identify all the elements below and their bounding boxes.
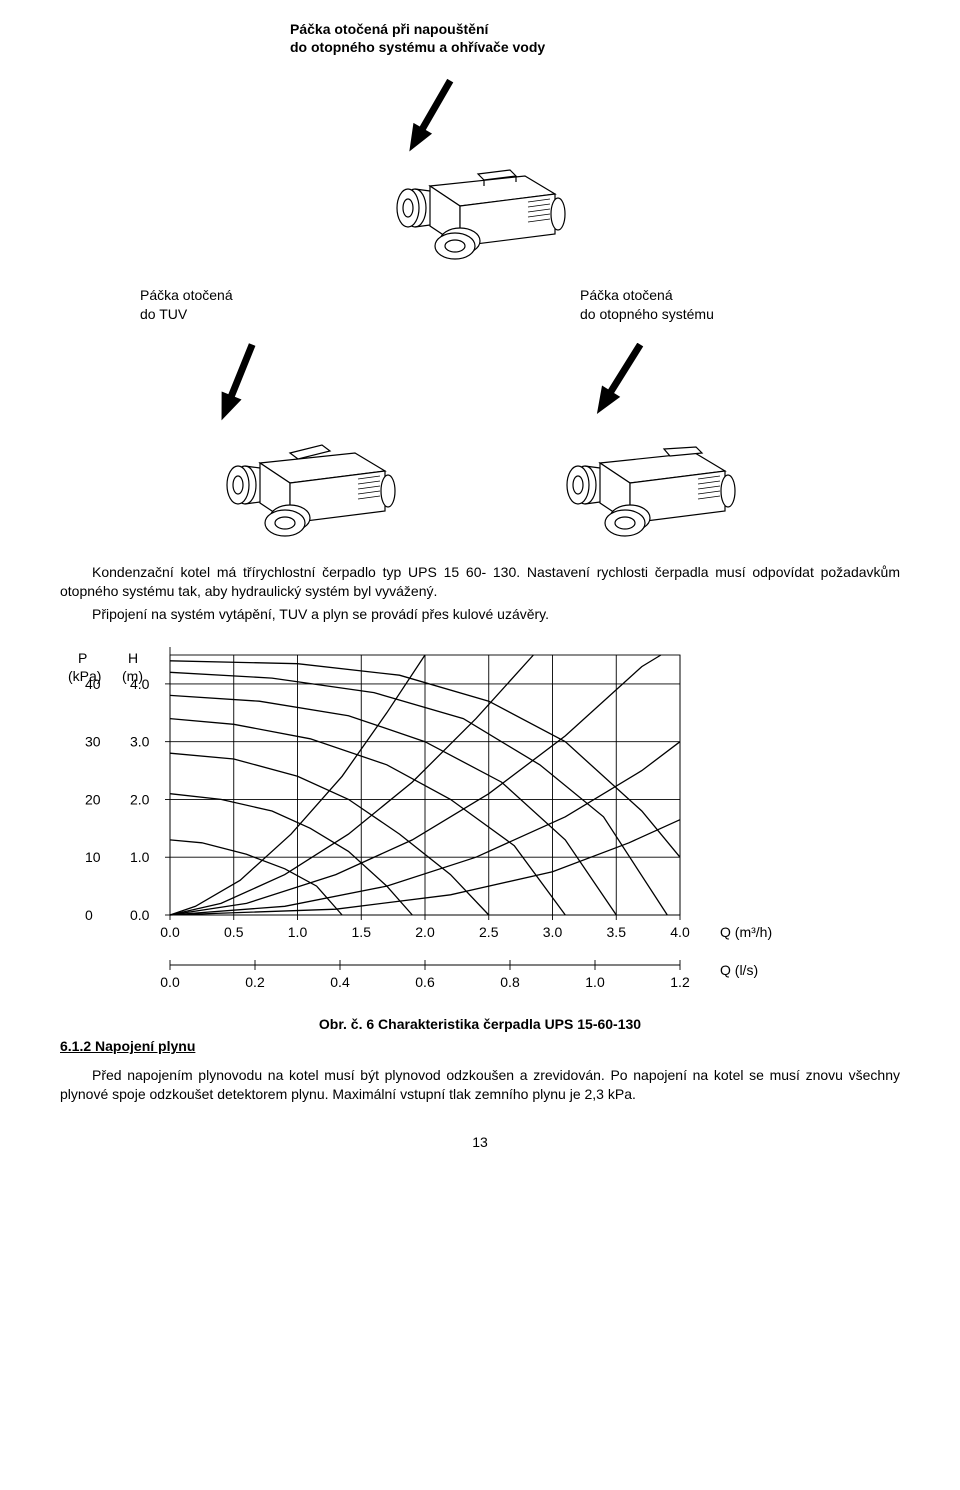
svg-text:0.5: 0.5 xyxy=(224,924,244,940)
valve-svg-left xyxy=(180,343,440,543)
svg-text:H: H xyxy=(128,650,138,666)
svg-text:3.0: 3.0 xyxy=(130,734,150,750)
svg-text:0.0: 0.0 xyxy=(160,974,180,990)
mid-label-left-1: Páčka otočená xyxy=(140,287,233,303)
top-caption-line1: Páčka otočená při napouštění xyxy=(290,21,488,37)
svg-text:3.0: 3.0 xyxy=(543,924,563,940)
pump-chart-svg: 00.0101.0202.0303.0404.0P(kPa)H(m)0.00.5… xyxy=(60,635,780,995)
valve-diagram-row xyxy=(60,343,900,543)
pump-chart: 00.0101.0202.0303.0404.0P(kPa)H(m)0.00.5… xyxy=(60,635,900,998)
paragraph-1: Kondenzační kotel má třírychlostní čerpa… xyxy=(60,563,900,601)
svg-text:30: 30 xyxy=(85,734,101,750)
svg-text:1.0: 1.0 xyxy=(130,850,150,866)
svg-text:2.0: 2.0 xyxy=(415,924,435,940)
svg-text:0.2: 0.2 xyxy=(245,974,265,990)
paragraph-3: Před napojením plynovodu na kotel musí b… xyxy=(60,1066,900,1104)
mid-label-left-2: do TUV xyxy=(140,306,187,322)
svg-text:2.5: 2.5 xyxy=(479,924,499,940)
svg-text:10: 10 xyxy=(85,850,101,866)
valve-svg-middle xyxy=(360,76,600,266)
svg-text:3.5: 3.5 xyxy=(607,924,627,940)
svg-text:0.0: 0.0 xyxy=(130,907,150,923)
valve-diagram-top xyxy=(60,76,900,266)
svg-text:0.4: 0.4 xyxy=(330,974,350,990)
mid-label-right-1: Páčka otočená xyxy=(580,287,673,303)
svg-text:Q (l/s): Q (l/s) xyxy=(720,962,758,978)
svg-text:1.5: 1.5 xyxy=(352,924,372,940)
svg-text:2.0: 2.0 xyxy=(130,792,150,808)
svg-text:(kPa): (kPa) xyxy=(68,668,101,684)
svg-text:(m): (m) xyxy=(122,668,143,684)
top-caption: Páčka otočená při napouštění do otopného… xyxy=(290,20,900,56)
svg-text:0.0: 0.0 xyxy=(160,924,180,940)
svg-text:0.6: 0.6 xyxy=(415,974,435,990)
svg-text:P: P xyxy=(78,650,87,666)
figure-caption: Obr. č. 6 Charakteristika čerpadla UPS 1… xyxy=(60,1016,900,1032)
mid-label-right: Páčka otočená do otopného systému xyxy=(580,286,880,322)
mid-labels-row: Páčka otočená do TUV Páčka otočená do ot… xyxy=(60,286,900,322)
paragraph-2: Připojení na systém vytápění, TUV a plyn… xyxy=(60,605,900,624)
mid-label-right-2: do otopného systému xyxy=(580,306,714,322)
svg-text:0.8: 0.8 xyxy=(500,974,520,990)
svg-text:1.0: 1.0 xyxy=(288,924,308,940)
page-number: 13 xyxy=(60,1134,900,1150)
svg-text:1.0: 1.0 xyxy=(585,974,605,990)
svg-text:1.2: 1.2 xyxy=(670,974,690,990)
section-heading: 6.1.2 Napojení plynu xyxy=(60,1038,900,1054)
top-caption-line2: do otopného systému a ohřívače vody xyxy=(290,39,545,55)
svg-text:20: 20 xyxy=(85,792,101,808)
svg-text:Q (m³/h): Q (m³/h) xyxy=(720,924,772,940)
svg-text:0: 0 xyxy=(85,907,93,923)
valve-svg-right xyxy=(520,343,780,543)
svg-text:4.0: 4.0 xyxy=(670,924,690,940)
mid-label-left: Páčka otočená do TUV xyxy=(140,286,440,322)
